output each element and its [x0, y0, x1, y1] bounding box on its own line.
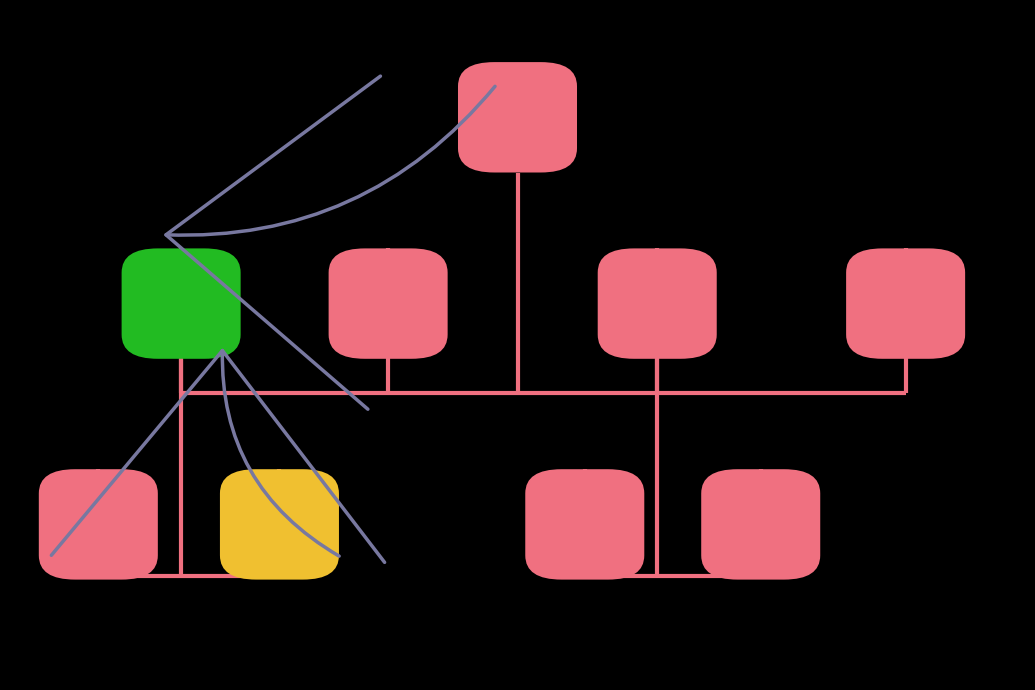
FancyBboxPatch shape [39, 469, 157, 580]
FancyBboxPatch shape [525, 469, 644, 580]
FancyBboxPatch shape [846, 248, 965, 359]
FancyBboxPatch shape [598, 248, 716, 359]
FancyBboxPatch shape [122, 248, 240, 359]
FancyArrowPatch shape [52, 351, 385, 562]
FancyBboxPatch shape [329, 248, 447, 359]
FancyBboxPatch shape [457, 62, 578, 172]
FancyArrowPatch shape [166, 76, 495, 409]
FancyBboxPatch shape [220, 469, 339, 580]
FancyBboxPatch shape [702, 469, 820, 580]
